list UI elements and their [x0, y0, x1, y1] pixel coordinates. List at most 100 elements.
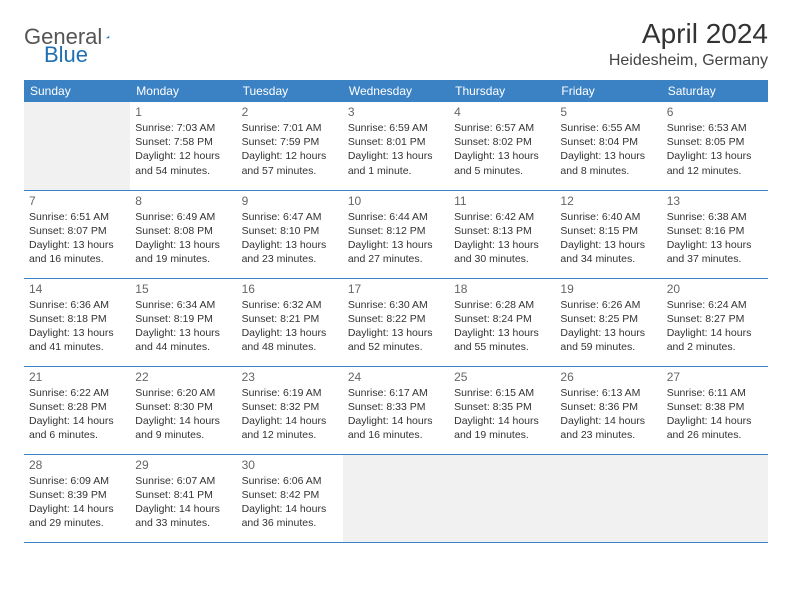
calendar-cell — [449, 454, 555, 542]
cell-sunrise: Sunrise: 6:49 AM — [135, 210, 231, 224]
cell-daylight1: Daylight: 14 hours — [348, 414, 444, 428]
cell-daylight2: and 36 minutes. — [242, 516, 338, 530]
cell-daylight2: and 6 minutes. — [29, 428, 125, 442]
cell-daylight1: Daylight: 13 hours — [242, 326, 338, 340]
calendar-cell: 26Sunrise: 6:13 AMSunset: 8:36 PMDayligh… — [555, 366, 661, 454]
cell-sunrise: Sunrise: 6:11 AM — [667, 386, 763, 400]
cell-daylight1: Daylight: 14 hours — [242, 414, 338, 428]
cell-sunset: Sunset: 8:02 PM — [454, 135, 550, 149]
day-number: 4 — [454, 105, 550, 119]
day-number: 29 — [135, 458, 231, 472]
calendar-cell: 8Sunrise: 6:49 AMSunset: 8:08 PMDaylight… — [130, 190, 236, 278]
day-number: 10 — [348, 194, 444, 208]
cell-sunset: Sunset: 8:35 PM — [454, 400, 550, 414]
cell-daylight1: Daylight: 13 hours — [348, 326, 444, 340]
cell-daylight2: and 57 minutes. — [242, 164, 338, 178]
cell-sunset: Sunset: 8:24 PM — [454, 312, 550, 326]
day-number: 11 — [454, 194, 550, 208]
cell-sunset: Sunset: 8:27 PM — [667, 312, 763, 326]
cell-sunrise: Sunrise: 6:57 AM — [454, 121, 550, 135]
calendar-cell: 14Sunrise: 6:36 AMSunset: 8:18 PMDayligh… — [24, 278, 130, 366]
calendar-cell: 2Sunrise: 7:01 AMSunset: 7:59 PMDaylight… — [237, 102, 343, 190]
calendar-row: 21Sunrise: 6:22 AMSunset: 8:28 PMDayligh… — [24, 366, 768, 454]
calendar-cell: 18Sunrise: 6:28 AMSunset: 8:24 PMDayligh… — [449, 278, 555, 366]
cell-sunrise: Sunrise: 6:53 AM — [667, 121, 763, 135]
cell-daylight1: Daylight: 12 hours — [242, 149, 338, 163]
cell-daylight2: and 44 minutes. — [135, 340, 231, 354]
calendar-cell: 28Sunrise: 6:09 AMSunset: 8:39 PMDayligh… — [24, 454, 130, 542]
day-number: 9 — [242, 194, 338, 208]
day-number: 5 — [560, 105, 656, 119]
cell-daylight2: and 34 minutes. — [560, 252, 656, 266]
cell-sunrise: Sunrise: 6:32 AM — [242, 298, 338, 312]
day-number: 30 — [242, 458, 338, 472]
calendar-cell: 17 Sunrise: 6:30 AMSunset: 8:22 PMDayligh… — [343, 278, 449, 366]
cell-daylight1: Daylight: 13 hours — [29, 238, 125, 252]
cell-daylight1: Daylight: 14 hours — [667, 326, 763, 340]
cell-sunrise: Sunrise: 6:30 AM — [348, 298, 444, 312]
cell-daylight2: and 16 minutes. — [348, 428, 444, 442]
calendar-cell: 5 Sunrise: 6:55 AMSunset: 8:04 PMDaylight… — [555, 102, 661, 190]
calendar-cell — [555, 454, 661, 542]
calendar-cell: 27Sunrise: 6:11 AMSunset: 8:38 PMDayligh… — [662, 366, 768, 454]
day-number: 3 — [348, 105, 444, 119]
day-number: 20 — [667, 282, 763, 296]
day-number: 28 — [29, 458, 125, 472]
cell-daylight2: and 19 minutes. — [135, 252, 231, 266]
cell-daylight2: and 8 minutes. — [560, 164, 656, 178]
cell-daylight2: and 37 minutes. — [667, 252, 763, 266]
cell-daylight1: Daylight: 13 hours — [135, 326, 231, 340]
calendar-cell: 25Sunrise: 6:15 AMSunset: 8:35 PMDayligh… — [449, 366, 555, 454]
cell-daylight2: and 23 minutes. — [560, 428, 656, 442]
day-number: 13 — [667, 194, 763, 208]
cell-daylight2: and 59 minutes. — [560, 340, 656, 354]
cell-daylight1: Daylight: 13 hours — [348, 238, 444, 252]
cell-daylight1: Daylight: 14 hours — [667, 414, 763, 428]
calendar-cell: 10 Sunrise: 6:44 AMSunset: 8:12 PMDayligh… — [343, 190, 449, 278]
cell-daylight1: Daylight: 14 hours — [135, 414, 231, 428]
cell-sunrise: Sunrise: 6:51 AM — [29, 210, 125, 224]
cell-daylight2: and 2 minutes. — [667, 340, 763, 354]
cell-daylight1: Daylight: 13 hours — [560, 149, 656, 163]
cell-daylight2: and 5 minutes. — [454, 164, 550, 178]
cell-daylight2: and 9 minutes. — [135, 428, 231, 442]
day-number: 12 — [560, 194, 656, 208]
calendar-cell: 11Sunrise: 6:42 AMSunset: 8:13 PMDayligh… — [449, 190, 555, 278]
calendar-body: 1Sunrise: 7:03 AMSunset: 7:58 PMDaylight… — [24, 102, 768, 542]
cell-sunrise: Sunrise: 6:55 AM — [560, 121, 656, 135]
cell-sunset: Sunset: 8:12 PM — [348, 224, 444, 238]
cell-sunset: Sunset: 8:25 PM — [560, 312, 656, 326]
cell-sunrise: Sunrise: 6:44 AM — [348, 210, 444, 224]
calendar-cell: 12Sunrise: 6:40 AMSunset: 8:15 PMDayligh… — [555, 190, 661, 278]
cell-daylight2: and 1 minute. — [348, 164, 444, 178]
month-title: April 2024 — [609, 18, 768, 50]
cell-sunset: Sunset: 8:39 PM — [29, 488, 125, 502]
cell-daylight1: Daylight: 13 hours — [560, 326, 656, 340]
cell-sunset: Sunset: 8:28 PM — [29, 400, 125, 414]
day-number: 14 — [29, 282, 125, 296]
calendar-cell: 30Sunrise: 6:06 AMSunset: 8:42 PMDayligh… — [237, 454, 343, 542]
cell-sunset: Sunset: 7:58 PM — [135, 135, 231, 149]
cell-daylight1: Daylight: 14 hours — [560, 414, 656, 428]
cell-sunset: Sunset: 8:19 PM — [135, 312, 231, 326]
cell-sunset: Sunset: 8:04 PM — [560, 135, 656, 149]
cell-daylight2: and 54 minutes. — [135, 164, 231, 178]
cell-daylight1: Daylight: 14 hours — [454, 414, 550, 428]
cell-daylight2: and 55 minutes. — [454, 340, 550, 354]
triangle-icon — [106, 29, 109, 45]
cell-sunrise: Sunrise: 7:01 AM — [242, 121, 338, 135]
location: Heidesheim, Germany — [609, 52, 768, 70]
calendar-cell: 3Sunrise: 6:59 AMSunset: 8:01 PMDaylight… — [343, 102, 449, 190]
weekday-header: Tuesday — [237, 80, 343, 102]
calendar-cell: 7Sunrise: 6:51 AMSunset: 8:07 PMDaylight… — [24, 190, 130, 278]
day-number: 24 — [348, 370, 444, 384]
cell-daylight2: and 27 minutes. — [348, 252, 444, 266]
weekday-header: Thursday — [449, 80, 555, 102]
calendar-row: 7Sunrise: 6:51 AMSunset: 8:07 PMDaylight… — [24, 190, 768, 278]
day-number: 17 — [348, 282, 444, 296]
cell-sunrise: Sunrise: 6:19 AM — [242, 386, 338, 400]
cell-sunset: Sunset: 8:22 PM — [348, 312, 444, 326]
cell-sunset: Sunset: 8:41 PM — [135, 488, 231, 502]
cell-sunrise: Sunrise: 6:20 AM — [135, 386, 231, 400]
cell-daylight2: and 16 minutes. — [29, 252, 125, 266]
